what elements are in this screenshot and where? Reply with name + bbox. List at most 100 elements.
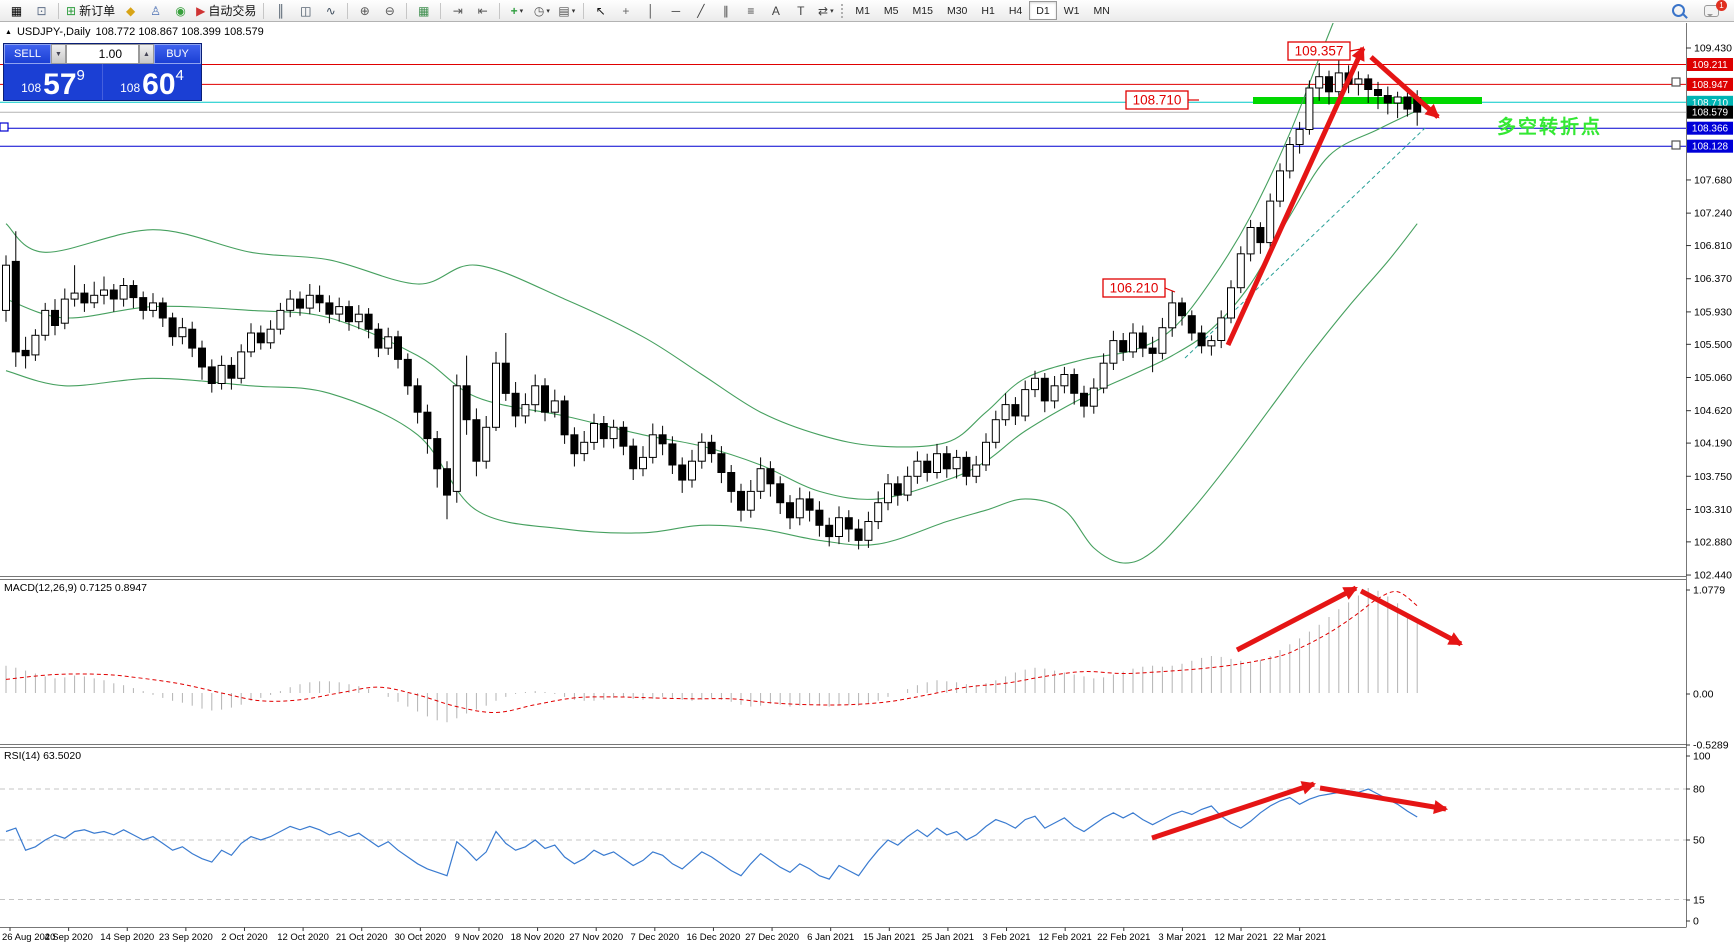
- print-preview-icon[interactable]: ⊡: [29, 1, 54, 21]
- mql-community-icon[interactable]: ♙: [143, 1, 168, 21]
- horizontal-line-icon[interactable]: ─: [663, 1, 688, 21]
- date-tick-label: 6 Jan 2021: [807, 932, 854, 943]
- price-tick-label: 102.880: [1694, 536, 1732, 548]
- new-order-icon[interactable]: ⊞ 新订单: [63, 1, 118, 21]
- toolbar-separator: [440, 2, 442, 19]
- lot-increase-button[interactable]: ▲: [139, 44, 154, 64]
- timeframe-w1[interactable]: W1: [1063, 4, 1080, 17]
- date-tick-label: 26 Aug 2020: [2, 932, 55, 943]
- buy-button[interactable]: BUY: [154, 44, 201, 64]
- symbol-period-label: USDJPY-,Daily: [16, 26, 91, 38]
- timeframe-d1[interactable]: D1: [1029, 1, 1057, 20]
- lot-size-input[interactable]: 1.00: [66, 44, 139, 64]
- object-handle[interactable]: [0, 122, 9, 132]
- date-tick-label: 14 Sep 2020: [100, 932, 154, 943]
- signals-icon[interactable]: ◉: [168, 1, 193, 21]
- search-icon[interactable]: [1666, 1, 1691, 21]
- toolbar-separator: [347, 2, 349, 19]
- bar-chart-icon[interactable]: ║: [268, 1, 293, 21]
- macd-indicator: [5, 588, 1418, 723]
- notifications-icon[interactable]: 1: [1699, 0, 1727, 21]
- pane-borders: [0, 23, 1687, 928]
- chat-bubble-glyph: [1704, 4, 1719, 17]
- price-badge-label: 109.211: [1692, 60, 1728, 71]
- auto-trading-label: 自动交易: [208, 4, 257, 18]
- new-chart-icon[interactable]: ▦: [4, 1, 29, 21]
- auto-trading-icon: ▶: [196, 3, 206, 18]
- timeframe-h1[interactable]: H1: [981, 4, 995, 17]
- notification-badge: 1: [1716, 0, 1727, 11]
- auto-scroll-icon[interactable]: ⇥: [445, 1, 470, 21]
- cursor-icon[interactable]: ↖: [588, 1, 613, 21]
- arrows-icon[interactable]: ⇄ ▾: [813, 1, 838, 21]
- sell-price-sup: 9: [76, 67, 85, 84]
- tile-windows-icon[interactable]: ▦: [411, 1, 436, 21]
- date-tick-label: 22 Feb 2021: [1097, 932, 1150, 943]
- annotation-text: 109.357: [1295, 44, 1344, 59]
- candlestick-chart-icon[interactable]: ◫: [293, 1, 318, 21]
- sell-button[interactable]: SELL: [4, 44, 51, 64]
- zoom-in-icon[interactable]: ⊕: [352, 1, 377, 21]
- equidistant-channel-icon[interactable]: ∥: [713, 1, 738, 21]
- timeframe-m15[interactable]: M15: [912, 4, 933, 17]
- price-tick-label: 102.440: [1694, 570, 1732, 582]
- vertical-line-icon[interactable]: │: [638, 1, 663, 21]
- main-down-arrow: [1369, 55, 1440, 119]
- timeframe-m1[interactable]: M1: [855, 4, 870, 17]
- date-tick-label: 12 Feb 2021: [1038, 932, 1091, 943]
- toolbar: ▦ ⊡ ⊞ 新订单 ◆ ♙ ◉ ▶ 自动交易 ║ ◫ ∿ ⊕ ⊖ ▦ ⇥ ⇤ + ▾ ◷ ▾ ▤ ▾ ↖ + │ ─ ╱ ∥ ≡ A T ⇄ ▾ M…: [0, 0, 1734, 22]
- trend-arrows[interactable]: [1151, 46, 1463, 841]
- rsi-axis-label: 100: [1693, 751, 1711, 763]
- price-axis: 109.430 107.680 107.240 106.810 106.370 105.9…: [1686, 43, 1733, 928]
- chart-title: ▲ USDJPY-,Daily 108.772 108.867 108.399 …: [5, 26, 264, 38]
- zoom-out-icon[interactable]: ⊖: [377, 1, 402, 21]
- new-chart-icon: ▦: [10, 3, 23, 18]
- sell-price-big: 57: [43, 68, 77, 101]
- green-highlight-bar[interactable]: [1253, 97, 1482, 104]
- timeframe-m30[interactable]: M30: [946, 4, 968, 17]
- object-handle[interactable]: [1671, 140, 1681, 150]
- sell-price-prefix: 108: [21, 81, 42, 95]
- text-label-icon[interactable]: T: [788, 1, 813, 21]
- chart-shift-icon[interactable]: ⇤: [470, 1, 495, 21]
- annotation-text: 108.710: [1133, 93, 1182, 108]
- sell-price[interactable]: 108 57 9: [4, 64, 102, 100]
- signals-icon: ◉: [175, 3, 186, 18]
- price-tick-label: 106.370: [1694, 273, 1732, 285]
- macd-axis-label: -0.5289: [1693, 740, 1729, 752]
- object-handle[interactable]: [1671, 77, 1681, 87]
- price-tick-label: 104.620: [1694, 405, 1732, 417]
- fibonacci-icon[interactable]: ≡: [738, 1, 763, 21]
- tile-windows-icon: ▦: [418, 3, 430, 18]
- timeframe-h4[interactable]: H4: [1008, 4, 1023, 17]
- price-tick-label: 103.310: [1694, 504, 1732, 516]
- auto-trading-icon[interactable]: ▶ 自动交易: [193, 1, 259, 21]
- date-tick-label: 15 Jan 2021: [863, 932, 915, 943]
- price-badge-label: 108.128: [1692, 142, 1729, 153]
- price-annotation-boxes[interactable]: 109.357 108.710 106.210: [1102, 41, 1362, 298]
- indicators-icon[interactable]: + ▾: [504, 1, 529, 21]
- trendline-icon[interactable]: ╱: [688, 1, 713, 21]
- line-chart-icon[interactable]: ∿: [318, 1, 343, 21]
- vertical-line-icon: │: [647, 3, 655, 18]
- text-icon[interactable]: A: [763, 1, 788, 21]
- timeframe-m5[interactable]: M5: [883, 4, 899, 17]
- price-tick-label: 109.430: [1694, 43, 1732, 55]
- main-up-arrow: [1225, 46, 1366, 347]
- metaquotes-icon[interactable]: ◆: [118, 1, 143, 21]
- periods-icon[interactable]: ◷ ▾: [529, 1, 554, 21]
- lot-decrease-button[interactable]: ▼: [51, 44, 66, 64]
- collapse-icon[interactable]: ▲: [5, 28, 12, 36]
- cursor-icon: ↖: [595, 3, 606, 18]
- crosshair-icon[interactable]: +: [613, 1, 638, 21]
- macd-axis-label: 1.0779: [1693, 585, 1725, 597]
- buy-price[interactable]: 108 60 4: [102, 64, 201, 100]
- timeframe-mn[interactable]: MN: [1093, 4, 1110, 17]
- templates-icon[interactable]: ▤ ▾: [554, 1, 579, 21]
- equidistant-channel-icon: ∥: [722, 3, 729, 18]
- buy-price-sup: 4: [175, 67, 184, 84]
- chevron-down-icon: ▾: [546, 7, 550, 15]
- date-tick-label: 22 Mar 2021: [1273, 932, 1326, 943]
- macd-label: MACD(12,26,9) 0.7125 0.8947: [4, 582, 147, 594]
